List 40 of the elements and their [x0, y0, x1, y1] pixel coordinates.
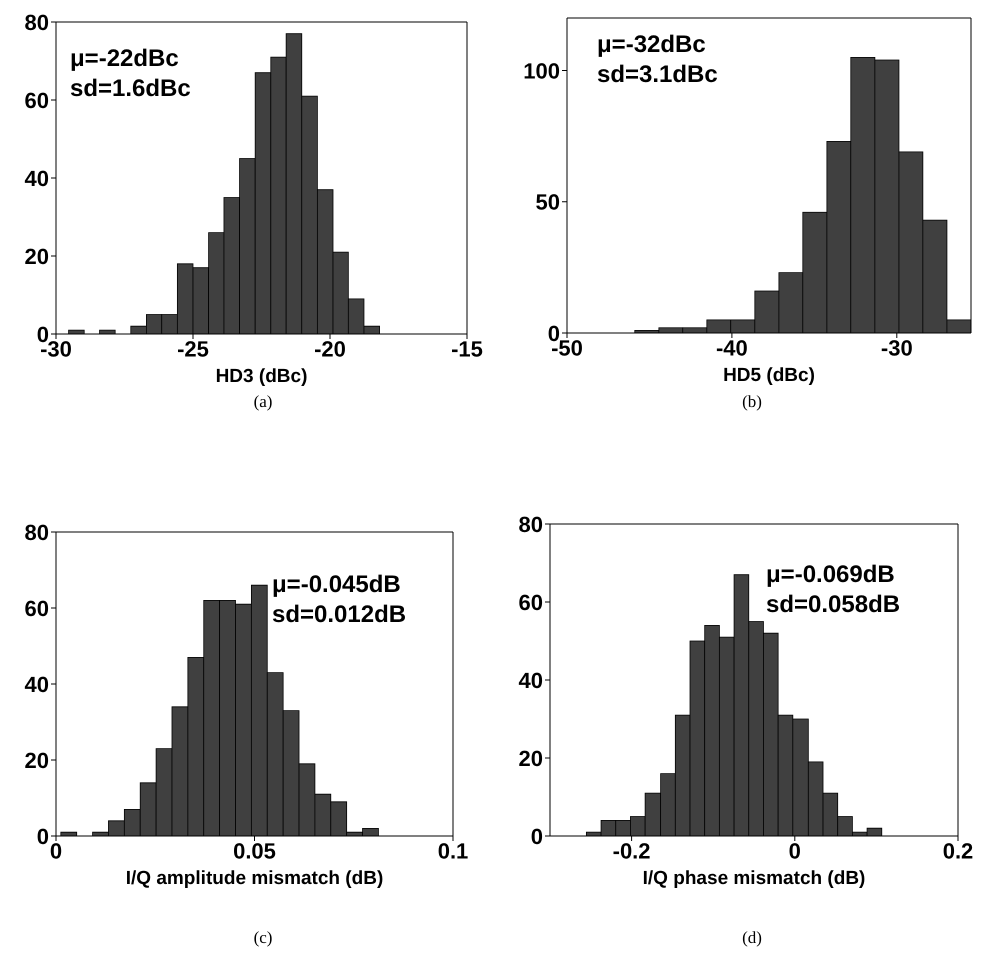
x-tick-label: 0.2 — [942, 838, 974, 864]
annotation: μ=-32dBc — [597, 30, 707, 60]
x-tick-label: -20 — [314, 336, 346, 362]
y-tick-label: 60 — [24, 596, 49, 621]
text: (c) — [252, 928, 274, 948]
y-tick-label: 40 — [24, 672, 49, 697]
y-tick-label: 100 — [523, 58, 560, 84]
x-axis-title: I/Q phase mismatch (dB) — [642, 868, 866, 889]
annotation: sd=3.1dBc — [597, 60, 718, 90]
x-tick-label: 0.1 — [438, 838, 468, 864]
annotation: sd=0.058dB — [766, 590, 900, 620]
text: (b) — [741, 392, 763, 412]
x-axis-title: I/Q amplitude mismatch (dB) — [126, 868, 384, 889]
y-tick-label: 50 — [536, 190, 560, 215]
x-axis-title: HD5 (dBc) — [723, 365, 815, 386]
x-tick-label: -15 — [451, 336, 483, 362]
x-axis-title: HD3 (dBc) — [216, 366, 308, 387]
text: (d) — [741, 928, 763, 948]
y-tick-label: 80 — [518, 512, 543, 537]
y-tick-label: 40 — [518, 668, 543, 693]
y-tick-label: 80 — [24, 520, 49, 545]
x-tick-label: -0.2 — [612, 838, 651, 864]
annotation: sd=0.012dB — [272, 600, 406, 630]
y-tick-label: 60 — [518, 590, 543, 615]
text: (a) — [252, 392, 274, 412]
annotation: sd=1.6dBc — [70, 74, 191, 104]
y-tick-label: 20 — [24, 244, 49, 269]
y-tick-label: 20 — [518, 746, 543, 771]
x-tick-label: -25 — [177, 336, 209, 362]
y-tick-label: 40 — [24, 166, 49, 191]
annotation: μ=-0.069dB — [766, 560, 896, 590]
x-tick-label: -30 — [880, 336, 913, 361]
y-tick-label: 60 — [24, 88, 49, 113]
annotation: μ=-0.045dB — [272, 570, 402, 600]
x-tick-label: 0.05 — [233, 838, 276, 864]
y-tick-label: 20 — [24, 748, 49, 773]
y-tick-label: 80 — [24, 10, 49, 35]
annotation: μ=-22dBc — [70, 44, 180, 74]
x-tick-label: 0 — [788, 838, 801, 864]
x-tick-label: -40 — [716, 336, 748, 361]
